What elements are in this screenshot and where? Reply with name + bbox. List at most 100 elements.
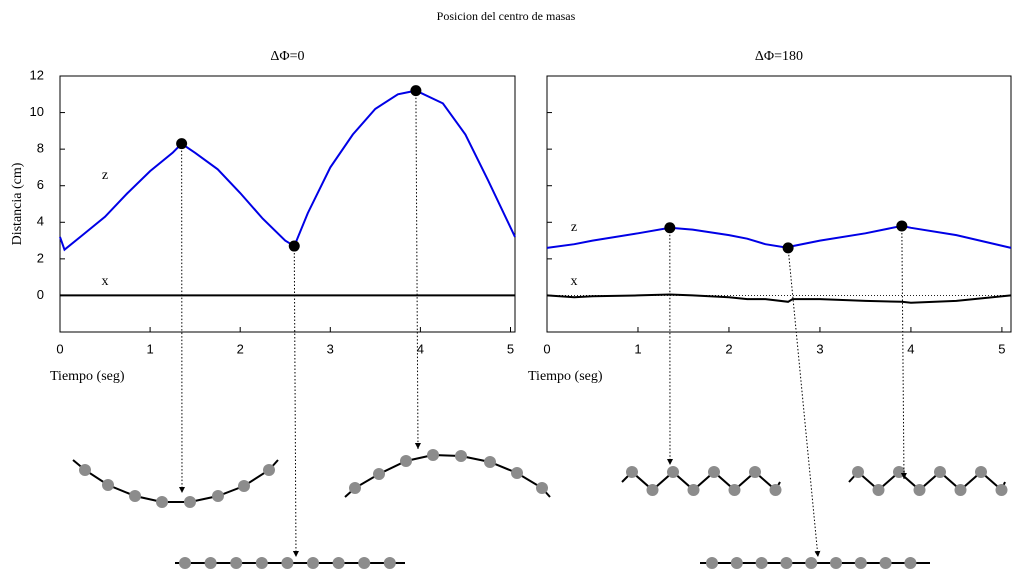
x-tick-label: 4 bbox=[417, 341, 424, 356]
chain-mass bbox=[728, 484, 741, 496]
series-line bbox=[546, 293, 1012, 304]
y-tick-label: 0 bbox=[37, 287, 44, 302]
x-tick-label: 3 bbox=[327, 341, 334, 356]
chain-mass bbox=[975, 466, 987, 478]
chain-mass bbox=[913, 484, 926, 496]
x-tick-label: 4 bbox=[907, 341, 914, 356]
chain-mass bbox=[102, 479, 114, 491]
chain-mass bbox=[511, 467, 523, 479]
chain-mass bbox=[667, 466, 679, 478]
pointer-arrow bbox=[787, 247, 821, 558]
chain-mass bbox=[238, 480, 250, 492]
plot-frame bbox=[546, 75, 1012, 333]
chain-mass bbox=[872, 484, 885, 496]
chain-mass bbox=[358, 557, 371, 569]
chain-mass bbox=[184, 496, 196, 508]
chain-mass bbox=[427, 449, 439, 461]
chain-mass bbox=[769, 484, 782, 496]
chain-link bbox=[848, 470, 1006, 492]
chain-mass bbox=[730, 557, 743, 569]
chain-mass bbox=[129, 490, 141, 502]
x-tick-label: 2 bbox=[725, 341, 732, 356]
x-tick-label: 2 bbox=[237, 341, 244, 356]
chain-mass bbox=[204, 557, 217, 569]
chain-mass bbox=[893, 466, 905, 478]
chain-mass bbox=[383, 557, 396, 569]
x-axis-label: Tiempo (seg) bbox=[528, 369, 603, 384]
chain-link bbox=[72, 459, 279, 503]
chain-mass bbox=[708, 466, 720, 478]
chain-mass bbox=[706, 557, 718, 569]
x-tick-label: 0 bbox=[543, 341, 550, 356]
chain-mass bbox=[995, 484, 1008, 496]
chain-mass bbox=[400, 455, 412, 467]
chain-mass bbox=[332, 557, 345, 569]
chain-mass bbox=[349, 482, 361, 494]
chain-mass bbox=[281, 557, 294, 569]
highlight-point bbox=[664, 222, 676, 234]
chain-mass bbox=[879, 557, 892, 569]
highlight-point bbox=[176, 138, 188, 150]
chain-mass bbox=[954, 484, 967, 496]
y-axis-label: Distancia (cm) bbox=[10, 162, 25, 245]
chain-link bbox=[621, 470, 781, 492]
highlight-point bbox=[896, 220, 908, 232]
chain-mass bbox=[455, 450, 467, 462]
chain-mass bbox=[156, 496, 168, 508]
figure-title: Posicion del centro de masas bbox=[437, 9, 576, 23]
series-line bbox=[546, 224, 1012, 249]
chain-mass bbox=[904, 557, 917, 569]
chain-mass bbox=[263, 464, 275, 476]
x-tick-label: 1 bbox=[146, 341, 153, 356]
series-label: z bbox=[571, 220, 577, 235]
chain-mass bbox=[230, 557, 243, 569]
chain-mass bbox=[484, 456, 496, 468]
chain-mass bbox=[749, 466, 761, 478]
chain-mass bbox=[854, 557, 867, 569]
y-tick-label: 6 bbox=[37, 177, 44, 192]
series-label: x bbox=[571, 274, 578, 289]
series-line bbox=[59, 89, 516, 252]
chain-mass bbox=[934, 466, 946, 478]
series-label: x bbox=[102, 274, 109, 289]
x-tick-label: 3 bbox=[816, 341, 823, 356]
pointer-arrow bbox=[292, 246, 299, 558]
chain-mass bbox=[79, 464, 91, 476]
chain-link bbox=[344, 453, 551, 498]
chain-mass bbox=[755, 557, 768, 569]
chain-mass bbox=[780, 557, 793, 569]
chain-mass bbox=[255, 557, 268, 569]
highlight-point bbox=[782, 242, 794, 254]
chain-mass bbox=[536, 482, 548, 494]
y-tick-label: 10 bbox=[30, 104, 44, 119]
chain-mass bbox=[626, 466, 638, 478]
y-tick-label: 8 bbox=[37, 141, 44, 156]
pointer-arrow bbox=[900, 225, 907, 480]
series-label: z bbox=[102, 168, 108, 183]
chain-mass bbox=[307, 557, 319, 569]
highlight-point bbox=[410, 85, 422, 97]
chain-mass bbox=[852, 466, 864, 478]
chart-title: ΔΦ=0 bbox=[270, 49, 304, 64]
chain-mass bbox=[805, 557, 818, 569]
x-tick-label: 5 bbox=[507, 341, 514, 356]
y-tick-label: 12 bbox=[30, 67, 44, 82]
chart-title: ΔΦ=180 bbox=[755, 49, 803, 64]
chain-mass bbox=[687, 484, 700, 496]
highlight-point bbox=[288, 240, 300, 252]
chain-mass bbox=[830, 557, 842, 569]
y-tick-label: 2 bbox=[37, 250, 44, 265]
chain-mass bbox=[179, 557, 191, 569]
chain-mass bbox=[373, 468, 385, 480]
chain-mass bbox=[212, 490, 224, 502]
pointer-arrow bbox=[414, 90, 421, 450]
x-tick-label: 0 bbox=[56, 341, 63, 356]
x-axis-label: Tiempo (seg) bbox=[50, 369, 125, 384]
x-tick-label: 5 bbox=[998, 341, 1005, 356]
chain-mass bbox=[646, 484, 659, 496]
x-tick-label: 1 bbox=[634, 341, 641, 356]
plot-frame bbox=[59, 75, 516, 333]
y-tick-label: 4 bbox=[37, 214, 44, 229]
chain-diagrams bbox=[72, 449, 1008, 569]
